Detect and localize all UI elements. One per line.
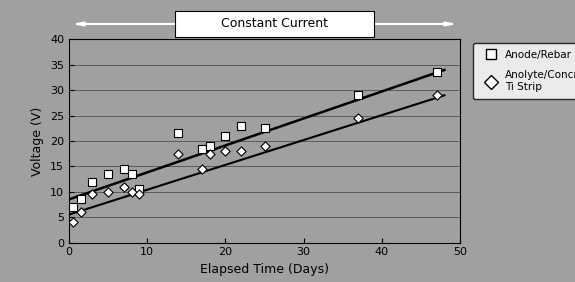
Point: [354, 93, 363, 98]
Text: Constant Current: Constant Current: [221, 17, 328, 30]
Point: [127, 172, 136, 176]
Point: [205, 144, 214, 148]
Point: [68, 220, 78, 224]
Point: [260, 144, 269, 148]
Point: [197, 146, 206, 151]
Point: [104, 172, 113, 176]
Y-axis label: Voltage (V): Voltage (V): [32, 106, 44, 176]
Point: [135, 187, 144, 191]
Point: [135, 192, 144, 197]
Point: [205, 151, 214, 156]
Point: [68, 205, 78, 209]
Point: [76, 210, 85, 214]
Point: [76, 197, 85, 202]
X-axis label: Elapsed Time (Days): Elapsed Time (Days): [200, 263, 329, 276]
Point: [221, 134, 230, 138]
Point: [354, 116, 363, 120]
Point: [432, 93, 441, 98]
Point: [104, 190, 113, 194]
Point: [260, 126, 269, 131]
Point: [127, 190, 136, 194]
Point: [174, 151, 183, 156]
Point: [197, 167, 206, 171]
Point: [236, 149, 246, 153]
Point: [88, 179, 97, 184]
Point: [119, 167, 128, 171]
Point: [174, 131, 183, 136]
Point: [119, 184, 128, 189]
Point: [432, 70, 441, 75]
Point: [236, 124, 246, 128]
Legend: Anode/Rebar, Anolyte/Concrete
Ti Strip: Anode/Rebar, Anolyte/Concrete Ti Strip: [473, 43, 575, 99]
Point: [88, 192, 97, 197]
Point: [221, 149, 230, 153]
